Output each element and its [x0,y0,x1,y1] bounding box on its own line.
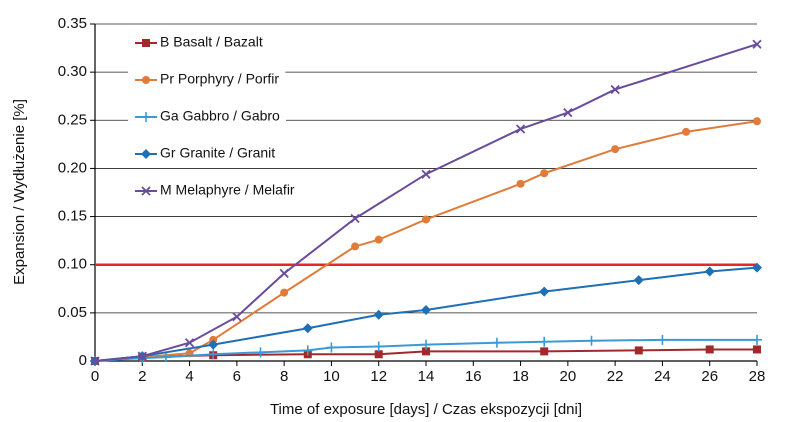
marker [634,346,643,355]
marker [491,337,502,348]
legend-bg [128,69,286,91]
marker [421,169,431,179]
legend-entry: Gr Granite / Granit [128,143,282,165]
marker [539,286,550,297]
marker [704,266,715,277]
marker [540,347,549,356]
legend-label: Gr Granite / Granit [160,145,275,161]
marker [515,124,526,134]
y-tick-label: 0.10 [58,256,87,273]
marker [752,262,762,273]
marker [682,127,691,136]
marker [540,169,549,178]
marker [208,339,219,350]
marker [279,268,289,279]
marker [255,347,266,358]
marker [752,334,762,345]
marker [326,342,337,353]
series-line [94,266,758,362]
marker [753,117,761,126]
marker [280,288,289,297]
legend-label: B Basalt / Bazalt [160,34,263,50]
x-tick-label: 26 [701,368,718,385]
marker [705,345,714,354]
y-tick-label: 0.35 [58,15,87,32]
legend-label: M Melaphyre / Melafir [160,182,295,198]
x-tick-label: 10 [323,368,340,385]
marker [421,339,431,350]
y-tick-label: 0 [79,352,87,369]
marker [90,356,100,366]
legend-entry: Ga Gabbro / Gabro [128,106,287,128]
marker [351,242,360,251]
x-tick-label: 4 [185,368,193,385]
marker [421,304,431,315]
x-tick-label: 24 [654,368,671,385]
x-tick-label: 2 [138,368,146,385]
marker [232,312,242,322]
legend-bg [128,32,269,54]
marker [302,323,313,334]
legend-entry: Pr Porphyry / Porfir [128,69,286,91]
marker [657,334,668,345]
x-tick-label: 22 [607,368,624,385]
marker [160,352,171,363]
legend-bg [128,180,301,202]
y-tick-label: 0.25 [58,111,87,128]
y-tick-label: 0.20 [58,159,87,176]
legend-entry: M Melaphyre / Melafir [128,180,301,202]
marker [752,39,762,49]
x-tick-label: 8 [280,368,288,385]
x-tick-label: 12 [370,368,387,385]
x-tick-label: 14 [418,368,435,385]
x-tick-label: 16 [465,368,482,385]
x-tick-label: 20 [560,368,577,385]
marker [141,112,151,122]
marker [184,338,195,348]
marker [539,336,550,347]
marker [350,213,360,224]
x-tick-label: 0 [91,368,99,385]
grid [95,23,757,314]
y-tick-label: 0.05 [58,304,87,321]
marker [142,39,150,47]
marker [374,350,383,359]
marker [142,76,150,84]
marker [753,345,761,354]
legend-bg [128,143,282,165]
legend-bg [128,106,287,128]
marker [633,275,644,286]
marker [302,345,313,356]
y-tick-label: 0.30 [58,63,87,80]
y-axis-label: Expansion / Wydłużenie [%] [11,99,28,285]
x-tick-label: 6 [233,368,241,385]
marker [208,349,219,360]
x-axis-label: Time of exposure [days] / Czas ekspozycj… [270,401,582,418]
legend-label: Ga Gabbro / Gabro [160,108,280,124]
marker [422,215,430,224]
marker [373,341,384,352]
marker [563,107,573,118]
marker [137,351,147,361]
marker [373,309,384,320]
marker [516,179,525,188]
marker [610,84,620,95]
y-tick-label: 0.15 [58,208,87,225]
x-tick-label: 28 [749,368,766,385]
legend-label: Pr Porphyry / Porfir [160,71,279,87]
legend-entry: B Basalt / Bazalt [128,32,269,54]
marker [586,335,597,346]
marker [422,347,430,356]
marker [141,149,151,159]
marker [611,145,620,154]
marker [141,186,151,196]
series-line [94,338,757,362]
x-tick-label: 18 [512,368,529,385]
marker [374,235,383,244]
